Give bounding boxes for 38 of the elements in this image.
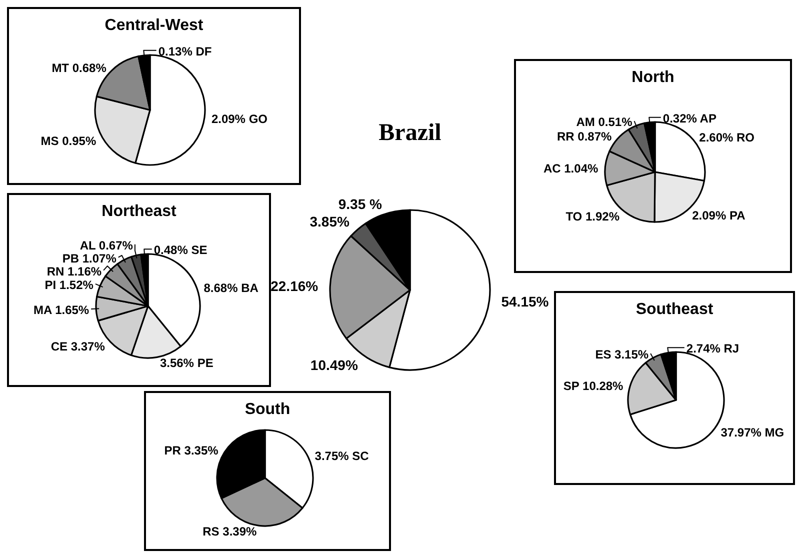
data-label: 9.35 % (338, 196, 382, 212)
chart-title: North (632, 69, 674, 86)
slice-label: 0.32% AP (662, 111, 716, 126)
data-label: 54.15% (501, 294, 550, 310)
slice-label: 3.75% SC (314, 449, 370, 464)
slice-label: RN 1.16% (46, 264, 102, 278)
slice-label: SP 10.28% (563, 378, 624, 393)
data-label: 10.49% (310, 356, 358, 373)
slice-label: 8.68% BA (204, 280, 259, 295)
slice-label: 0.48% SE (154, 243, 208, 258)
chart-title: South (244, 401, 290, 418)
slice-label: 0.13% DF (158, 44, 212, 58)
slice-label: 2.09% GO (211, 112, 268, 126)
slice-label: 2.09% PA (692, 208, 746, 222)
slice-label: PI 1.52% (44, 278, 94, 292)
slice-label: MT 0.68% (52, 60, 107, 75)
slice-label: MS 0.95% (40, 134, 96, 148)
slice-label: AL 0.67% (80, 238, 134, 252)
slice-label: 3.56% PE (160, 356, 214, 370)
slice-label: PB 1.07% (62, 251, 117, 266)
slice-label: CE 3.37% (50, 339, 106, 354)
chart-title: Northeast (102, 203, 178, 220)
slice-label: RR 0.87% (556, 130, 612, 144)
slice-label: MA 1.65% (34, 302, 90, 317)
slice-label: 2.74% RJ (686, 342, 740, 356)
slice-label: PR 3.35% (164, 444, 219, 458)
chart-title: Brazil (378, 120, 442, 146)
chart-title: Southeast (636, 301, 714, 318)
slice-label: AM 0.51% (576, 115, 633, 130)
data-label: 3.85% (310, 214, 350, 230)
slice-label: 2.60% RO (699, 130, 755, 145)
slice-label: RS 3.39% (202, 524, 257, 539)
slice-label: TO 1.92% (566, 210, 620, 224)
slice-label: ES 3.15% (595, 348, 649, 362)
slice-label: AC 1.04% (543, 162, 598, 176)
chart-title: Central-West (104, 17, 204, 34)
slice-label: 37.97% MG (720, 425, 784, 440)
data-label: 22.16% (270, 278, 319, 294)
